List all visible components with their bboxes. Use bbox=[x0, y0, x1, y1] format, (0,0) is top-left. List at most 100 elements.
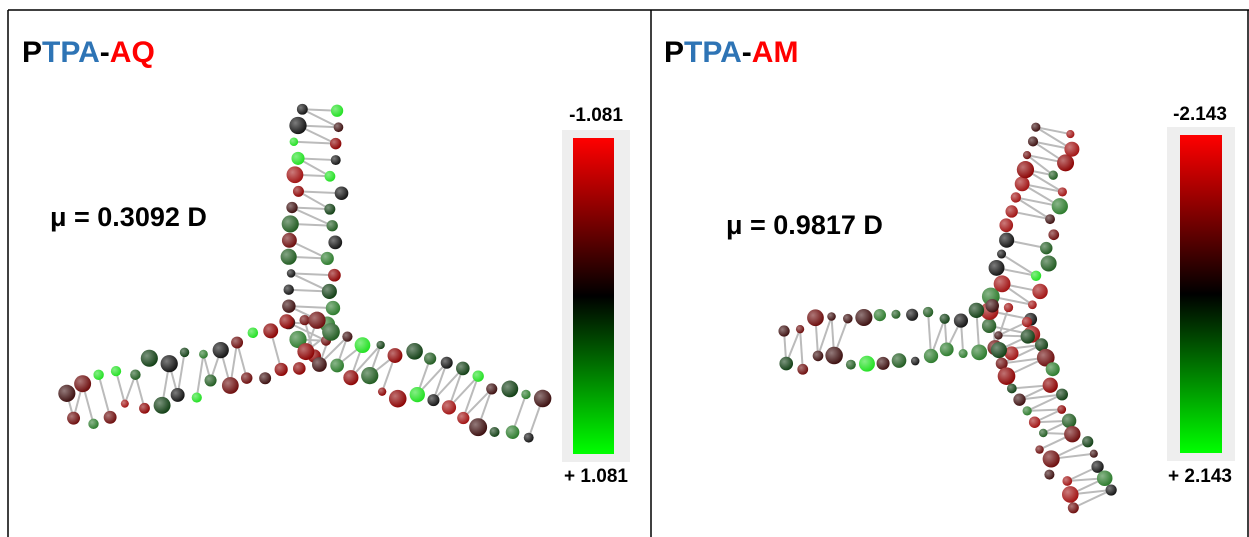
atom bbox=[292, 185, 304, 197]
bond bbox=[297, 190, 331, 211]
bond bbox=[927, 311, 933, 357]
atom bbox=[330, 155, 341, 166]
scale-top-label: -2.143 bbox=[1173, 104, 1227, 125]
atom bbox=[939, 313, 950, 324]
atom bbox=[330, 358, 344, 373]
molecule bbox=[58, 103, 552, 443]
atom bbox=[971, 344, 988, 361]
atom bbox=[291, 151, 305, 165]
atom bbox=[1016, 161, 1035, 179]
bond bbox=[1072, 489, 1112, 509]
atom bbox=[779, 356, 794, 371]
atom bbox=[958, 349, 968, 359]
atom bbox=[997, 367, 1016, 385]
atom bbox=[324, 203, 336, 215]
molecule bbox=[778, 122, 1117, 514]
bond bbox=[115, 370, 126, 404]
bond bbox=[1019, 393, 1063, 401]
atom bbox=[274, 362, 288, 377]
bond bbox=[1026, 393, 1063, 412]
title-part: AQ bbox=[110, 36, 155, 69]
atom bbox=[281, 232, 297, 248]
atom bbox=[286, 166, 304, 184]
atom bbox=[320, 251, 334, 266]
atom bbox=[1035, 445, 1044, 454]
atom bbox=[1027, 300, 1037, 310]
atom bbox=[279, 314, 294, 329]
atom bbox=[160, 355, 178, 373]
atom bbox=[324, 170, 336, 182]
atom bbox=[329, 137, 342, 150]
atom bbox=[409, 386, 425, 403]
atom bbox=[321, 283, 337, 300]
atom bbox=[289, 137, 299, 147]
atom bbox=[312, 357, 327, 372]
atom bbox=[981, 318, 997, 333]
scale-bottom-label: + 1.081 bbox=[564, 466, 628, 487]
atom bbox=[985, 299, 999, 313]
atom bbox=[1051, 198, 1068, 215]
atom bbox=[1030, 270, 1042, 281]
atom bbox=[103, 410, 117, 424]
bond bbox=[291, 206, 330, 211]
atom bbox=[286, 201, 298, 214]
atom bbox=[289, 330, 307, 349]
atom bbox=[999, 232, 1015, 248]
atom bbox=[968, 302, 985, 319]
title-part: TPA bbox=[684, 36, 742, 69]
atom bbox=[88, 418, 99, 430]
atom bbox=[1040, 241, 1053, 255]
atom bbox=[440, 356, 453, 369]
atom bbox=[456, 361, 470, 376]
atom bbox=[1061, 413, 1077, 429]
bond bbox=[288, 305, 334, 310]
atom bbox=[1013, 393, 1026, 406]
atom bbox=[873, 308, 886, 322]
atom bbox=[906, 308, 919, 321]
atom bbox=[825, 346, 843, 365]
atom bbox=[1066, 129, 1075, 139]
atom bbox=[1027, 136, 1039, 147]
bond bbox=[1027, 408, 1062, 412]
bond bbox=[195, 354, 205, 398]
atom bbox=[807, 309, 824, 327]
color-scale bbox=[1180, 135, 1222, 453]
bond bbox=[293, 140, 336, 145]
atom bbox=[795, 325, 805, 334]
atom bbox=[1014, 176, 1030, 192]
bond bbox=[291, 272, 335, 277]
bond bbox=[236, 342, 248, 379]
atom bbox=[1010, 192, 1022, 203]
atom bbox=[247, 327, 259, 339]
atom bbox=[153, 396, 171, 414]
atom bbox=[342, 331, 353, 342]
bond bbox=[432, 367, 464, 401]
title-part: TPA bbox=[42, 36, 100, 69]
scale-bottom-label: + 2.143 bbox=[1168, 466, 1232, 487]
atom bbox=[472, 370, 484, 382]
atom bbox=[876, 356, 890, 370]
atom bbox=[424, 352, 437, 365]
atom bbox=[1021, 316, 1033, 328]
atom bbox=[953, 313, 969, 328]
atom bbox=[1036, 348, 1055, 367]
atom bbox=[240, 372, 253, 384]
atom bbox=[58, 384, 76, 402]
atom bbox=[486, 383, 498, 395]
atom bbox=[191, 392, 202, 403]
bond bbox=[291, 206, 333, 227]
atom bbox=[283, 284, 294, 295]
title-part: - bbox=[742, 36, 752, 69]
atom bbox=[387, 348, 403, 363]
atom bbox=[299, 314, 310, 326]
atom bbox=[263, 323, 279, 339]
atom bbox=[923, 348, 939, 364]
atom bbox=[1003, 302, 1014, 313]
bond bbox=[1011, 210, 1051, 221]
bond bbox=[176, 352, 186, 396]
atom bbox=[1022, 151, 1032, 160]
panel-title: PTPA-AM bbox=[664, 36, 798, 69]
atom bbox=[1042, 450, 1060, 468]
atom bbox=[1022, 406, 1032, 416]
title-part: P bbox=[22, 36, 42, 69]
